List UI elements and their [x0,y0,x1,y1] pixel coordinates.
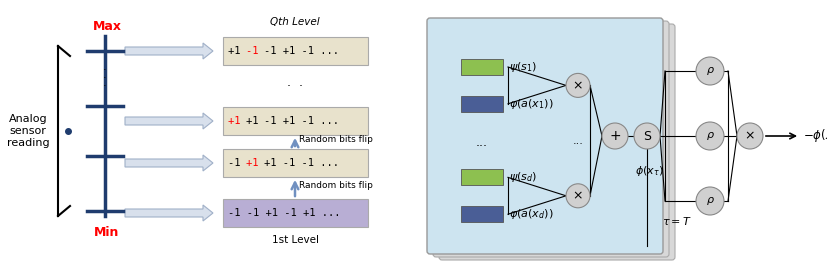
Text: $\psi(s_d)$: $\psi(s_d)$ [509,170,538,185]
Circle shape [696,187,724,215]
Text: S: S [643,129,651,143]
Text: Analog
sensor
reading: Analog sensor reading [7,114,50,148]
Bar [461,59,503,75]
Text: +1 -1 -1 ...: +1 -1 -1 ... [264,158,338,168]
Text: +1: +1 [246,116,265,126]
FancyArrow shape [125,113,213,129]
Bar [222,107,367,135]
Text: +: + [609,129,621,143]
Text: ×: × [573,79,583,92]
FancyArrow shape [125,43,213,59]
Circle shape [602,123,628,149]
Text: ...: ... [476,137,488,149]
Text: $\rho$: $\rho$ [705,130,715,142]
Text: Qth Level: Qth Level [270,17,320,27]
Circle shape [566,73,590,97]
Circle shape [737,123,763,149]
Bar [222,37,367,65]
Text: +1: +1 [227,116,246,126]
Bar [461,169,503,185]
Text: $\rho$: $\rho$ [705,65,715,77]
Bar [461,206,503,222]
Text: ·
·
·: · · · [103,65,107,91]
Text: ·  ·: · · [287,80,303,92]
Text: +1: +1 [227,46,246,56]
Text: -1 -1 +1 -1 +1 ...: -1 -1 +1 -1 +1 ... [227,208,340,218]
Text: ×: × [573,189,583,202]
FancyArrow shape [125,205,213,221]
Text: $\varphi(a(x_1))$: $\varphi(a(x_1))$ [509,97,553,111]
Text: -1: -1 [246,46,265,56]
FancyBboxPatch shape [433,21,669,257]
Text: ×: × [745,129,755,143]
Text: -1 +1 -1 ...: -1 +1 -1 ... [264,46,338,56]
Text: Random bits flip: Random bits flip [299,181,373,191]
Text: -1 +1 -1 ...: -1 +1 -1 ... [264,116,338,126]
Text: $\tau = T$: $\tau = T$ [662,215,692,227]
Text: Random bits flip: Random bits flip [299,135,373,145]
Circle shape [634,123,660,149]
Circle shape [566,184,590,208]
Text: 1st Level: 1st Level [271,235,318,245]
Text: $\tau = 1$: $\tau = 1$ [637,260,666,261]
Text: $\phi(x_\tau)$: $\phi(x_\tau)$ [634,164,663,178]
Bar [222,199,367,227]
Text: $\psi(s_1)$: $\psi(s_1)$ [509,60,538,74]
Text: Max: Max [93,20,122,33]
FancyBboxPatch shape [427,18,663,254]
Text: ...: ... [572,136,583,146]
Text: Min: Min [94,227,120,240]
Bar [461,96,503,112]
FancyBboxPatch shape [439,24,675,260]
Text: $-\phi(X)$: $-\phi(X)$ [803,128,827,145]
Text: -1: -1 [227,158,246,168]
Text: $\varphi(a(x_d))$: $\varphi(a(x_d))$ [509,207,553,221]
Circle shape [696,57,724,85]
Text: +1: +1 [246,158,265,168]
FancyArrow shape [125,155,213,171]
Bar [222,149,367,177]
Circle shape [696,122,724,150]
Text: $\rho$: $\rho$ [705,195,715,207]
